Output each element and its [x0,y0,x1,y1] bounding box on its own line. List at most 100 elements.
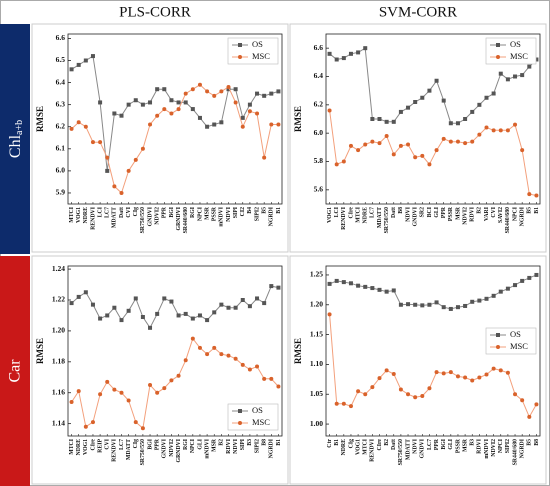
x-tick-label: MSR [212,438,218,452]
y-axis-label: RMSE [35,106,45,132]
column-title: SVM-CORR [379,4,457,20]
x-tick-label: BGI [169,206,175,217]
point [269,284,274,289]
x-tick-label: SR440/680 [505,207,511,234]
point [112,111,117,116]
point [233,305,238,310]
point [219,120,224,125]
row-title-main: Chl [7,134,24,158]
legend-box [485,37,537,65]
point [190,336,195,341]
point [240,124,245,129]
point [448,370,453,375]
y-tick-label: 6.2 [56,121,66,130]
point [176,313,181,318]
x-tick-label: NDVI2 [462,207,468,225]
point [448,121,453,126]
x-tick-label: RDVI [470,206,476,222]
point [363,392,368,397]
point [255,91,260,96]
point [240,362,245,367]
x-tick-label: mNDVI [204,438,210,458]
x-tick-label: NGRDI [519,438,525,458]
y-tick-label: 1.05 [310,389,323,398]
point [148,383,153,387]
point [391,119,396,124]
x-tick-label: LC7 [427,439,433,450]
x-tick-label: SR750/550 [384,207,390,234]
point [169,378,174,383]
legend-box [227,403,279,431]
point [363,284,368,289]
point [463,141,468,146]
point [455,305,460,310]
x-tick-label: SAVI2 [498,207,504,223]
x-tick-label: GRNDVI [176,438,182,462]
legend-box [227,37,279,65]
x-tick-label: Ctr [327,439,333,448]
point [212,93,217,98]
point [406,142,411,147]
x-tick-label: SIPI2 [254,207,260,221]
x-tick-label: SIPI2 [254,439,260,453]
column-title: PLS-CORR [119,4,191,20]
x-tick-label: RENDVI [370,438,376,462]
point [162,386,167,391]
point [226,84,231,89]
point [247,109,252,114]
point [155,113,160,118]
point [356,283,361,288]
point [83,290,88,295]
point [341,280,346,285]
plot-frame [325,33,541,205]
x-tick-label: NDVI2 [154,207,160,225]
x-tick-label: B5 [261,207,267,214]
x-tick-label: REIP [97,439,103,453]
y-tick-label: 6.6 [56,33,66,42]
row-title-sub: a+b [14,120,25,135]
point [413,155,418,160]
x-tick-label: CIre [377,439,383,451]
x-tick-label: RENDVI [90,206,96,230]
point [348,404,353,409]
point [276,285,281,290]
legend-label: OS [252,39,263,49]
point [420,303,425,308]
point [176,100,181,105]
point [370,286,375,291]
point [334,162,339,167]
x-tick-label: RENDVI [112,438,118,462]
x-tick-label: LCI [97,206,103,217]
point [477,102,482,107]
x-tick-label: SR750/550 [140,439,146,466]
point [90,54,95,59]
point [455,139,460,144]
row-title: Chla+b [7,120,26,158]
point [527,414,532,419]
point [348,51,353,56]
point [477,132,482,137]
y-tick-label: 1.00 [310,419,323,428]
point [341,56,346,61]
point [406,302,411,307]
x-tick-label: B5 [527,439,533,446]
point [356,389,361,394]
legend-label: MSC [252,417,270,427]
point [162,107,167,112]
point [269,376,274,381]
point [105,155,110,160]
point [119,318,124,323]
point [398,109,403,114]
x-tick-label: CVI [126,206,132,217]
point [262,155,267,160]
point [377,141,382,146]
x-tick-label: GNDVI [162,438,168,458]
x-tick-label: MTCI [69,438,75,455]
y-tick-label: 5.9 [56,188,66,197]
y-tick-label: 6.2 [314,100,324,109]
y-tick-label: 1.18 [52,357,65,366]
point [126,308,131,313]
point [69,400,74,404]
point [534,402,539,407]
x-tick-label: PSSR [455,438,461,453]
